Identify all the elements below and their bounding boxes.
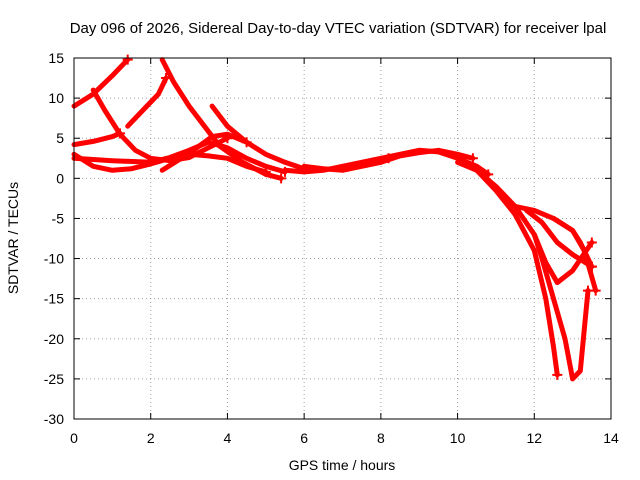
x-axis-label: GPS time / hours — [289, 457, 396, 473]
series-line-sat-h — [159, 131, 250, 173]
y-tick-label: -20 — [44, 331, 64, 347]
series-line-sat-b — [90, 87, 230, 164]
y-tick-label: -15 — [44, 291, 64, 307]
series-line-sat-r — [551, 215, 599, 294]
series-line-sat-c — [125, 75, 169, 129]
series-line-sat-a — [71, 57, 131, 109]
y-tick-label: 0 — [56, 170, 64, 186]
series-endpoint-marker — [552, 369, 563, 380]
series-endpoint-marker — [467, 153, 478, 164]
x-tick-label: 6 — [300, 430, 308, 446]
series-endpoint-marker — [115, 128, 126, 139]
series-layer — [71, 54, 601, 382]
series-endpoint-marker — [122, 54, 133, 65]
series-line-sat-e — [71, 130, 123, 148]
y-tick-label: 15 — [48, 50, 64, 66]
x-tick-label: 10 — [450, 430, 466, 446]
tick-layer: 0 2 4 6 8 10 12 14 15 10 5 0 -5 -10 -15 -20 -25 -30 — [44, 50, 619, 446]
series-line-sat-q — [531, 232, 595, 286]
y-tick-label: -25 — [44, 371, 64, 387]
x-tick-label: 0 — [70, 430, 78, 446]
y-tick-label: -30 — [44, 411, 64, 427]
series-endpoint-marker — [276, 173, 287, 184]
x-tick-label: 8 — [377, 430, 385, 446]
y-tick-label: 10 — [48, 90, 64, 106]
series-line-sat-i — [209, 103, 307, 172]
y-tick-label: -10 — [44, 251, 64, 267]
x-tick-label: 14 — [603, 430, 619, 446]
y-tick-label: 5 — [56, 130, 64, 146]
series-line-sat-l — [378, 147, 476, 165]
y-axis-label: SDTVAR / TECUs — [5, 182, 21, 294]
x-tick-label: 12 — [526, 430, 542, 446]
plot-frame — [73, 57, 612, 420]
chart-title: Day 096 of 2026, Sidereal Day-to-day VTE… — [70, 20, 607, 37]
series-line-sat-n — [474, 167, 591, 382]
x-tick-label: 2 — [147, 430, 155, 446]
y-tick-label: -5 — [52, 210, 65, 226]
series-endpoint-marker — [590, 285, 601, 296]
x-tick-label: 4 — [224, 430, 232, 446]
series-endpoint-marker — [586, 237, 597, 248]
